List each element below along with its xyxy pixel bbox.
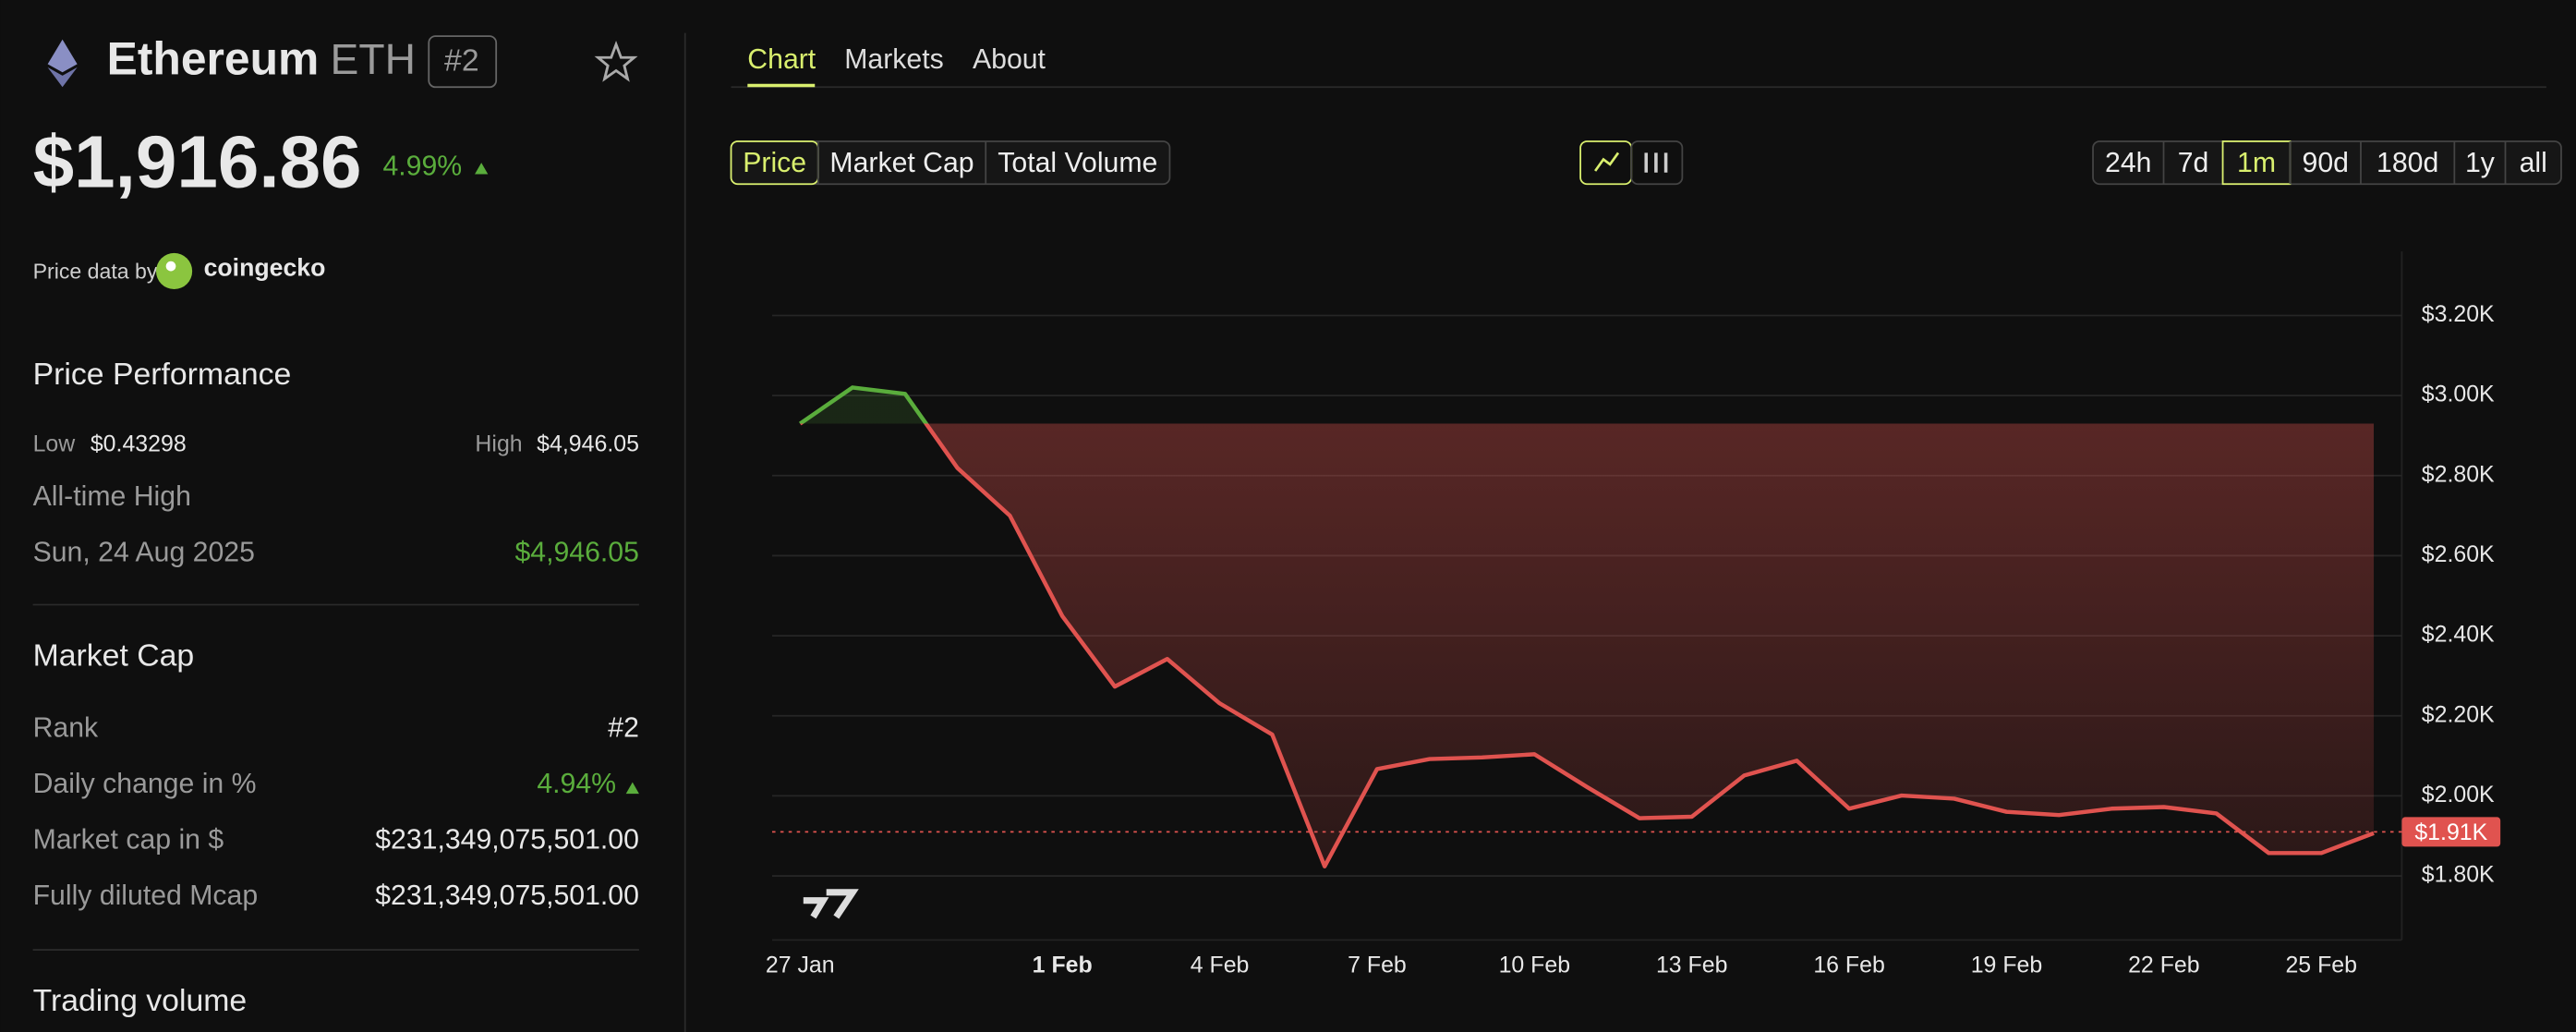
rank: #2 <box>444 43 479 79</box>
candle-chart-toggle[interactable] <box>1630 140 1684 186</box>
x-tick-label: 7 Feb <box>1348 952 1407 977</box>
range-button[interactable]: 180d <box>2376 148 2438 178</box>
row-value: $231,349,075,501.00 <box>375 825 639 856</box>
tab[interactable]: Chart <box>747 44 816 75</box>
row-label: Rank <box>33 713 99 744</box>
coingecko-logo <box>156 252 193 290</box>
y-tick-label: $3.00K <box>2422 382 2495 407</box>
section-title: Market Cap <box>33 637 195 673</box>
row-label: Fully diluted Mcap <box>33 880 259 911</box>
row-value: #2 <box>608 713 639 744</box>
tab[interactable]: About <box>973 44 1046 75</box>
current-price-badge <box>2401 817 2501 847</box>
tab[interactable]: Markets <box>844 44 943 75</box>
metric-tab[interactable]: Total Volume <box>998 148 1157 178</box>
price: $1,916.86 <box>33 121 362 203</box>
y-tick-label: $2.40K <box>2422 622 2495 648</box>
source: coingecko <box>204 254 326 282</box>
row-label: Market cap in $ <box>33 825 224 856</box>
y-tick-label: $3.20K <box>2422 301 2495 327</box>
ath-label: All-time High <box>33 481 191 512</box>
area <box>800 387 2375 867</box>
coin-symbol: ETH <box>331 35 416 83</box>
x-tick-label: 22 Feb <box>2128 952 2200 977</box>
metric-tab[interactable]: Market Cap <box>829 148 974 178</box>
section-title: Trading volume <box>33 983 248 1018</box>
row-value: 4.94% <box>537 769 616 799</box>
range-button[interactable]: 1m <box>2237 148 2276 178</box>
y-tick-label: $2.00K <box>2422 782 2495 807</box>
coingecko-logo <box>165 261 176 272</box>
section-title: Price Performance <box>33 357 292 392</box>
source-label: Price data by <box>33 259 158 283</box>
y-tick-label: $1.80K <box>2422 862 2495 888</box>
eth-logo <box>47 39 78 73</box>
line-icon <box>1594 152 1620 172</box>
favorite-star[interactable] <box>594 40 638 82</box>
high-value: $4,946.05 <box>537 431 639 457</box>
row-value: $231,349,075,501.00 <box>375 880 639 911</box>
low-value: $0.43298 <box>91 431 187 457</box>
row-label: Daily change in % <box>33 769 257 799</box>
range-button[interactable]: 90d <box>2303 148 2349 178</box>
range-button[interactable]: all <box>2520 148 2547 178</box>
x-tick-label: 27 Jan <box>766 952 835 977</box>
rank-badge <box>428 35 498 89</box>
candle-icon <box>1644 152 1668 173</box>
x-tick-label: 16 Feb <box>1813 952 1885 977</box>
up-arrow <box>625 782 639 795</box>
x-tick-label: 4 Feb <box>1191 952 1250 977</box>
coin-name: Ethereum <box>107 33 320 85</box>
x-tick-label: 13 Feb <box>1656 952 1728 977</box>
ath-date: Sun, 24 Aug 2025 <box>33 537 255 567</box>
x-tick-label: 19 Feb <box>1971 952 2043 977</box>
price-line <box>798 385 2375 868</box>
tradingview-logo <box>803 889 859 919</box>
current-price-label: $1.91K <box>2414 820 2487 845</box>
range-group <box>2092 140 2562 186</box>
x-tick-label: 10 Feb <box>1499 952 1571 977</box>
y-tick-label: $2.80K <box>2422 461 2495 487</box>
y-tick-label: $2.60K <box>2422 541 2495 567</box>
range-button[interactable]: 24h <box>2105 148 2151 178</box>
metric-tab[interactable]: Price <box>743 148 806 178</box>
y-tick-label: $2.20K <box>2422 701 2495 727</box>
price-change: 4.99% <box>382 151 462 181</box>
x-tick-label: 25 Feb <box>2285 952 2357 977</box>
range-button[interactable]: 1y <box>2465 148 2496 178</box>
up-arrow <box>475 163 489 175</box>
x-tick-label: 1 Feb <box>1033 952 1093 977</box>
market-cap-rows: Rank #2 Daily change in % 4.94% Market cap i… <box>33 713 639 911</box>
ath-value: $4,946.05 <box>514 537 638 567</box>
low-label: Low <box>33 431 77 457</box>
range-button[interactable]: 7d <box>2178 148 2209 178</box>
eth-logo <box>47 67 78 88</box>
high-label: High <box>475 431 522 457</box>
